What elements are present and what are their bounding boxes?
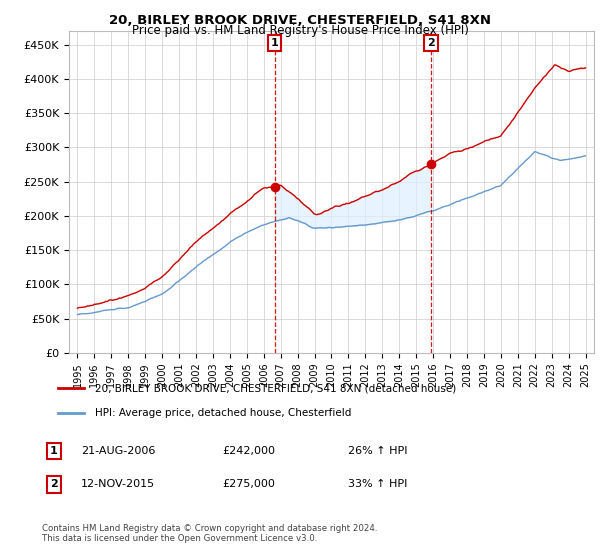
Text: Price paid vs. HM Land Registry's House Price Index (HPI): Price paid vs. HM Land Registry's House … [131,24,469,36]
Text: HPI: Average price, detached house, Chesterfield: HPI: Average price, detached house, Ches… [95,408,351,418]
Text: 1: 1 [271,38,278,48]
Text: Contains HM Land Registry data © Crown copyright and database right 2024.
This d: Contains HM Land Registry data © Crown c… [42,524,377,543]
Text: £242,000: £242,000 [222,446,275,456]
Text: 1: 1 [50,446,58,456]
Text: 26% ↑ HPI: 26% ↑ HPI [348,446,407,456]
Text: 2: 2 [50,479,58,489]
Text: 12-NOV-2015: 12-NOV-2015 [81,479,155,489]
Text: 2: 2 [427,38,435,48]
Text: 21-AUG-2006: 21-AUG-2006 [81,446,155,456]
Text: £275,000: £275,000 [222,479,275,489]
Text: 33% ↑ HPI: 33% ↑ HPI [348,479,407,489]
Text: 20, BIRLEY BROOK DRIVE, CHESTERFIELD, S41 8XN (detached house): 20, BIRLEY BROOK DRIVE, CHESTERFIELD, S4… [95,383,456,393]
Text: 20, BIRLEY BROOK DRIVE, CHESTERFIELD, S41 8XN: 20, BIRLEY BROOK DRIVE, CHESTERFIELD, S4… [109,14,491,27]
